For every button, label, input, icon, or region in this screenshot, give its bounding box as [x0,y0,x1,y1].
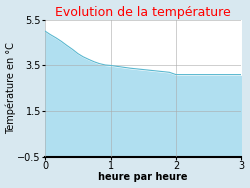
X-axis label: heure par heure: heure par heure [98,172,188,182]
Y-axis label: Température en °C: Température en °C [6,42,16,134]
Title: Evolution de la température: Evolution de la température [55,6,231,19]
